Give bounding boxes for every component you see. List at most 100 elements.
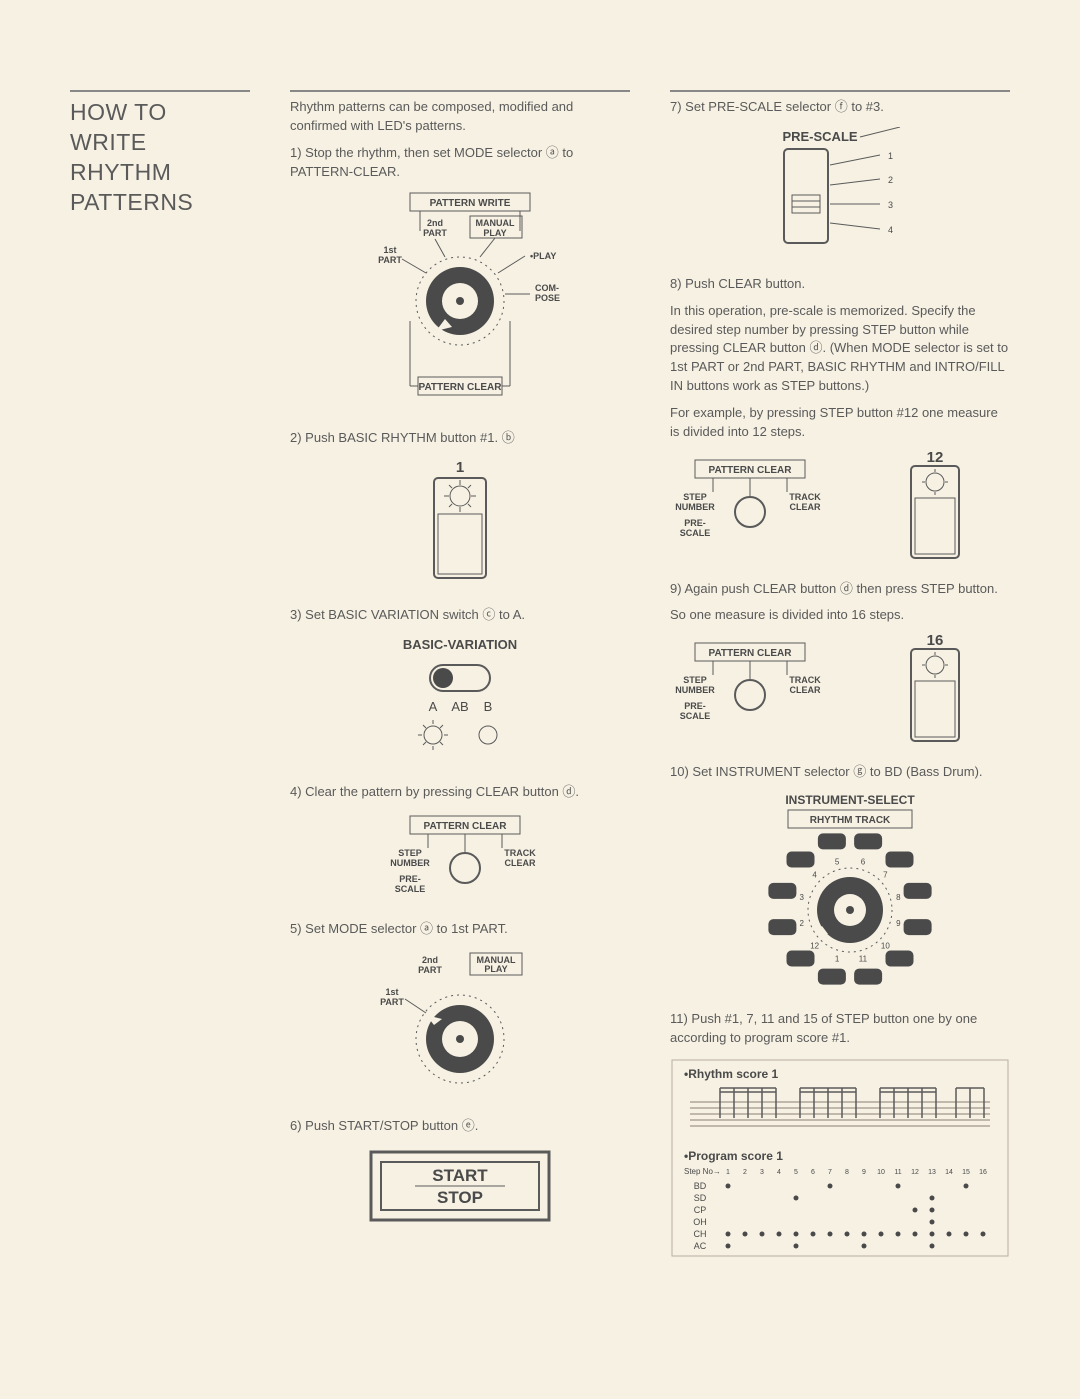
svg-text:STEP: STEP: [683, 675, 707, 685]
svg-text:MT: MT: [825, 839, 839, 850]
step-2: 2) Push BASIC RHYTHM button #1. ⓑ: [290, 429, 630, 448]
svg-text:•PLAY: •PLAY: [530, 251, 556, 261]
step-7: 7) Set PRE-SCALE selector ⓕ to #3.: [670, 98, 1010, 117]
svg-text:LT: LT: [795, 857, 806, 868]
svg-text:2: 2: [743, 1169, 747, 1176]
basic-rhythm-button-diagram: 1: [290, 458, 630, 588]
step-8c: For example, by pressing STEP button #12…: [670, 404, 1010, 442]
start-stop-button-diagram: START STOP: [290, 1146, 630, 1226]
svg-text:6: 6: [811, 1169, 815, 1176]
svg-text:2: 2: [888, 175, 893, 185]
svg-text:Step No→: Step No→: [684, 1167, 721, 1176]
svg-text:START: START: [432, 1166, 488, 1185]
svg-text:AB: AB: [451, 699, 468, 714]
pattern-clear-16-diagram: PATTERN CLEAR STEP NUMBER TRACK CLEAR PR…: [670, 635, 1010, 745]
pattern-clear-12-diagram: PATTERN CLEAR STEP NUMBER TRACK CLEAR PR…: [670, 452, 1010, 562]
left-column: Rhythm patterns can be composed, modifie…: [290, 90, 630, 1276]
svg-text:PATTERN CLEAR: PATTERN CLEAR: [419, 382, 503, 393]
svg-text:8: 8: [845, 1169, 849, 1176]
svg-text:SD: SD: [775, 888, 789, 899]
score-box: •Rhythm score 1: [670, 1058, 1010, 1258]
svg-text:AC: AC: [694, 1241, 707, 1251]
svg-text:OH: OH: [861, 974, 876, 985]
basic-variation-diagram: BASIC-VARIATION A AB B: [290, 635, 630, 765]
svg-text:POSE: POSE: [535, 293, 560, 303]
svg-text:CY: CY: [893, 956, 907, 967]
svg-text:SD: SD: [694, 1193, 707, 1203]
svg-text:BASIC-VARIATION: BASIC-VARIATION: [403, 637, 517, 652]
svg-text:NUMBER: NUMBER: [390, 858, 430, 868]
svg-text:12: 12: [911, 1169, 919, 1176]
svg-text:CLEAR: CLEAR: [505, 858, 536, 868]
svg-text:3: 3: [760, 1169, 764, 1176]
svg-text:PLAY: PLAY: [484, 964, 507, 974]
svg-text:CP: CP: [694, 1205, 707, 1215]
svg-text:SCALE: SCALE: [395, 884, 426, 894]
svg-text:PRE-: PRE-: [684, 701, 706, 711]
svg-text:PART: PART: [418, 965, 442, 975]
step-9b: So one measure is divided into 16 steps.: [670, 606, 1010, 625]
page-title: HOW TO WRITE RHYTHM PATTERNS: [70, 90, 250, 218]
svg-text:CB: CB: [910, 924, 924, 935]
svg-text:NUMBER: NUMBER: [675, 502, 715, 512]
step-4: 4) Clear the pattern by pressing CLEAR b…: [290, 783, 630, 802]
svg-text:2: 2: [799, 919, 804, 928]
svg-text:SCALE: SCALE: [680, 711, 711, 721]
svg-text:11: 11: [894, 1169, 901, 1176]
svg-text:PATTERN CLEAR: PATTERN CLEAR: [709, 465, 793, 476]
svg-text:BD: BD: [775, 924, 789, 935]
pattern-clear-diagram-1: PATTERN CLEAR STEP NUMBER TRACK CLEAR PR…: [290, 812, 630, 902]
step-11: 11) Push #1, 7, 11 and 15 of STEP button…: [670, 1010, 1010, 1048]
svg-text:COM-: COM-: [535, 283, 559, 293]
svg-text:MANUAL: MANUAL: [476, 218, 515, 228]
svg-text:CLEAR: CLEAR: [790, 685, 821, 695]
svg-text:PART: PART: [423, 228, 447, 238]
svg-text:12: 12: [810, 941, 819, 950]
step-1: 1) Stop the rhythm, then set MODE select…: [290, 144, 630, 182]
mode-selector-diagram-1: PATTERN WRITE 2nd PART MANUAL PLAY 1st P…: [290, 191, 630, 411]
svg-text:OH: OH: [693, 1217, 707, 1227]
svg-text:TRACK: TRACK: [789, 492, 821, 502]
svg-text:13: 13: [928, 1169, 936, 1176]
svg-text:PRE-: PRE-: [684, 518, 706, 528]
svg-text:•Rhythm score 1: •Rhythm score 1: [684, 1067, 779, 1081]
svg-text:BD: BD: [694, 1181, 707, 1191]
svg-text:1: 1: [456, 459, 464, 476]
svg-text:12: 12: [927, 452, 944, 466]
svg-text:PATTERN WRITE: PATTERN WRITE: [430, 198, 511, 209]
svg-text:3: 3: [888, 200, 893, 210]
svg-text:1: 1: [888, 151, 893, 161]
mode-selector-diagram-2: 2nd PART MANUAL PLAY 1st PART: [290, 949, 630, 1099]
right-column: 7) Set PRE-SCALE selector ⓕ to #3. PRE-S…: [670, 90, 1010, 1276]
svg-text:TRACK: TRACK: [504, 848, 536, 858]
svg-text:NUMBER: NUMBER: [675, 685, 715, 695]
svg-text:CLEAR: CLEAR: [790, 502, 821, 512]
svg-text:3: 3: [799, 893, 804, 902]
svg-text:PART: PART: [378, 255, 402, 265]
svg-text:8: 8: [896, 893, 901, 902]
svg-text:CP: CP: [911, 888, 925, 899]
svg-text:INSTRUMENT-SELECT: INSTRUMENT-SELECT: [785, 793, 915, 807]
svg-text:6: 6: [861, 858, 866, 867]
svg-text:5: 5: [794, 1169, 798, 1176]
instrument-select-diagram: INSTRUMENT-SELECT RHYTHM TRACK AC1CH12BD…: [670, 792, 1010, 992]
svg-text:AC: AC: [825, 974, 839, 985]
svg-text:PRE-SCALE: PRE-SCALE: [782, 129, 857, 144]
svg-text:1st: 1st: [383, 245, 396, 255]
svg-text:7: 7: [883, 871, 888, 880]
svg-text:STOP: STOP: [437, 1188, 483, 1207]
svg-text:1: 1: [835, 954, 840, 963]
svg-text:PATTERN CLEAR: PATTERN CLEAR: [709, 648, 793, 659]
svg-text:1st: 1st: [385, 987, 398, 997]
step-10: 10) Set INSTRUMENT selector ⓖ to BD (Bas…: [670, 763, 1010, 782]
step-5: 5) Set MODE selector ⓐ to 1st PART.: [290, 920, 630, 939]
intro-text: Rhythm patterns can be composed, modifie…: [290, 98, 630, 136]
svg-text:A: A: [429, 699, 438, 714]
svg-text:B: B: [484, 699, 493, 714]
svg-text:HT: HT: [861, 839, 874, 850]
svg-text:4: 4: [888, 225, 893, 235]
step-8b: In this operation, pre-scale is memorize…: [670, 302, 1010, 396]
svg-text:10: 10: [881, 941, 890, 950]
svg-text:PART: PART: [380, 997, 404, 1007]
svg-text:4: 4: [812, 871, 817, 880]
